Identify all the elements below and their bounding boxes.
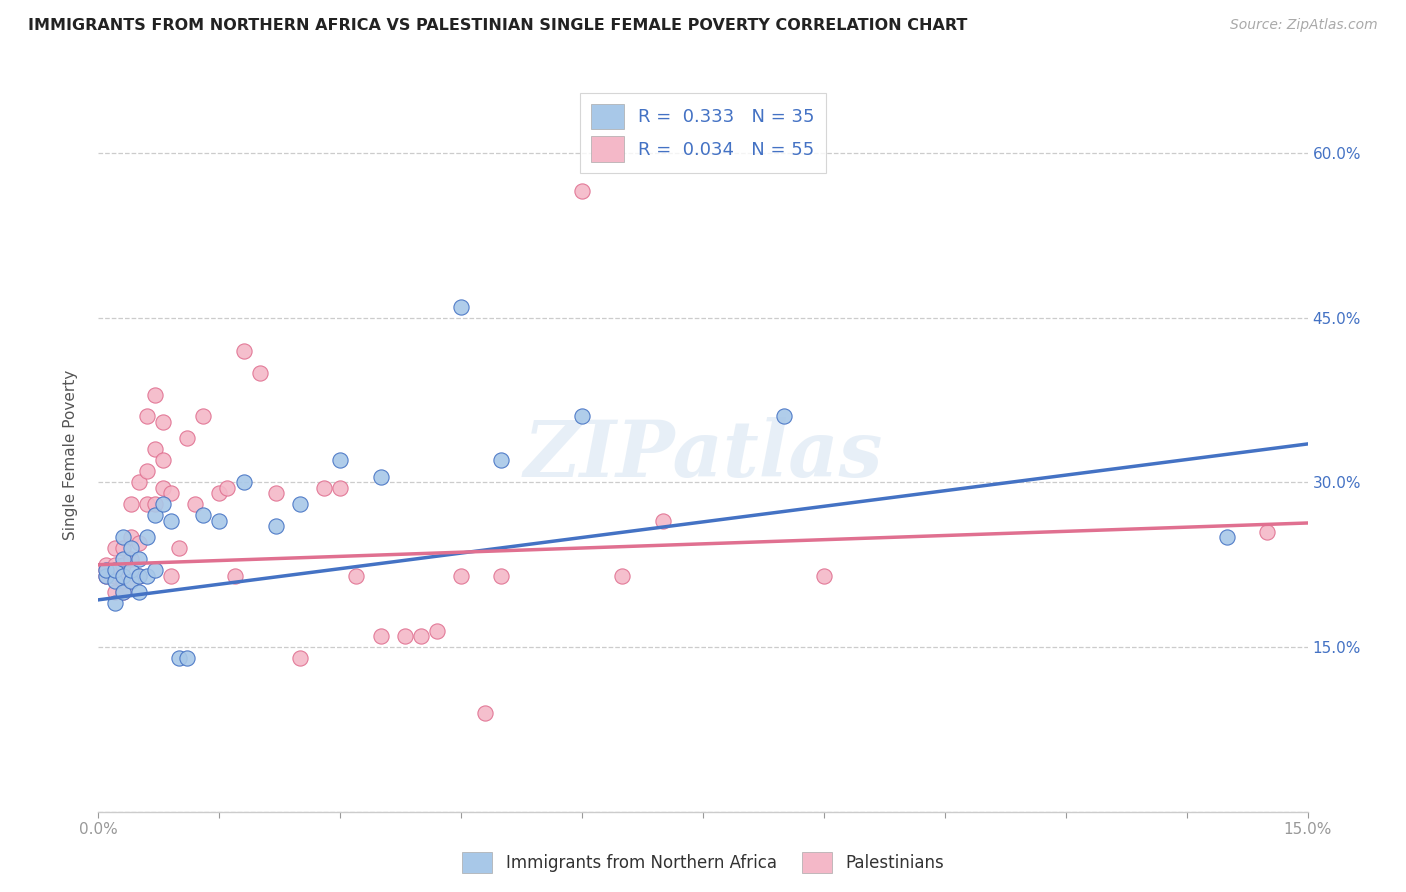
Point [329,481,352,495]
Point [103,574,125,589]
Point [152,453,174,467]
Point [135,497,157,511]
Point [128,568,150,582]
Point [571,185,593,199]
Point [152,481,174,495]
Point [120,541,142,556]
Point [135,409,157,424]
Point [193,508,215,523]
Point [103,568,125,582]
Point [208,514,231,528]
Point [111,568,134,582]
Point [232,343,254,358]
Point [143,442,166,457]
Point [288,497,311,511]
Point [160,568,183,582]
Point [111,541,134,556]
Point [135,530,157,544]
Point [128,585,150,599]
Point [224,568,246,582]
Point [167,541,190,556]
Point [96,568,118,582]
Point [344,568,367,582]
Point [370,629,392,643]
Point [571,409,593,424]
Point [152,497,174,511]
Point [143,387,166,401]
Point [426,624,449,638]
Point [314,481,336,495]
Point [128,552,150,566]
Point [772,409,794,424]
Y-axis label: Single Female Poverty: Single Female Poverty [63,370,77,540]
Point [232,475,254,490]
Point [111,530,134,544]
Point [120,563,142,577]
Point [103,558,125,572]
Point [217,481,239,495]
Point [120,574,142,589]
Point [96,563,118,577]
Point [143,563,166,577]
Legend: Immigrants from Northern Africa, Palestinians: Immigrants from Northern Africa, Palesti… [456,846,950,880]
Point [813,568,835,582]
Point [193,409,215,424]
Point [450,300,472,314]
Point [1256,524,1278,539]
Point [103,596,125,610]
Point [491,453,513,467]
Point [1216,530,1239,544]
Point [394,629,416,643]
Point [111,574,134,589]
Point [96,563,118,577]
Point [96,558,118,572]
Point [264,486,287,500]
Point [152,415,174,429]
Point [450,568,472,582]
Point [103,563,125,577]
Point [651,514,673,528]
Point [370,470,392,484]
Point [176,651,198,665]
Point [120,552,142,566]
Text: ZIPatlas: ZIPatlas [523,417,883,493]
Point [612,568,634,582]
Point [128,568,150,582]
Point [264,519,287,533]
Point [103,585,125,599]
Point [111,552,134,566]
Point [135,568,157,582]
Point [128,535,150,549]
Point [96,568,118,582]
Text: IMMIGRANTS FROM NORTHERN AFRICA VS PALESTINIAN SINGLE FEMALE POVERTY CORRELATION: IMMIGRANTS FROM NORTHERN AFRICA VS PALES… [28,18,967,33]
Point [135,464,157,478]
Point [184,497,207,511]
Point [208,486,231,500]
Point [160,514,183,528]
Point [167,651,190,665]
Point [111,585,134,599]
Point [120,497,142,511]
Point [120,574,142,589]
Point [111,558,134,572]
Point [111,585,134,599]
Point [143,508,166,523]
Point [143,497,166,511]
Point [491,568,513,582]
Text: Source: ZipAtlas.com: Source: ZipAtlas.com [1230,18,1378,32]
Point [288,651,311,665]
Point [409,629,432,643]
Point [474,706,496,720]
Point [103,541,125,556]
Point [249,366,271,380]
Point [329,453,352,467]
Point [160,486,183,500]
Point [120,530,142,544]
Point [128,475,150,490]
Legend: R =  0.333   N = 35, R =  0.034   N = 55: R = 0.333 N = 35, R = 0.034 N = 55 [581,93,825,173]
Point [176,432,198,446]
